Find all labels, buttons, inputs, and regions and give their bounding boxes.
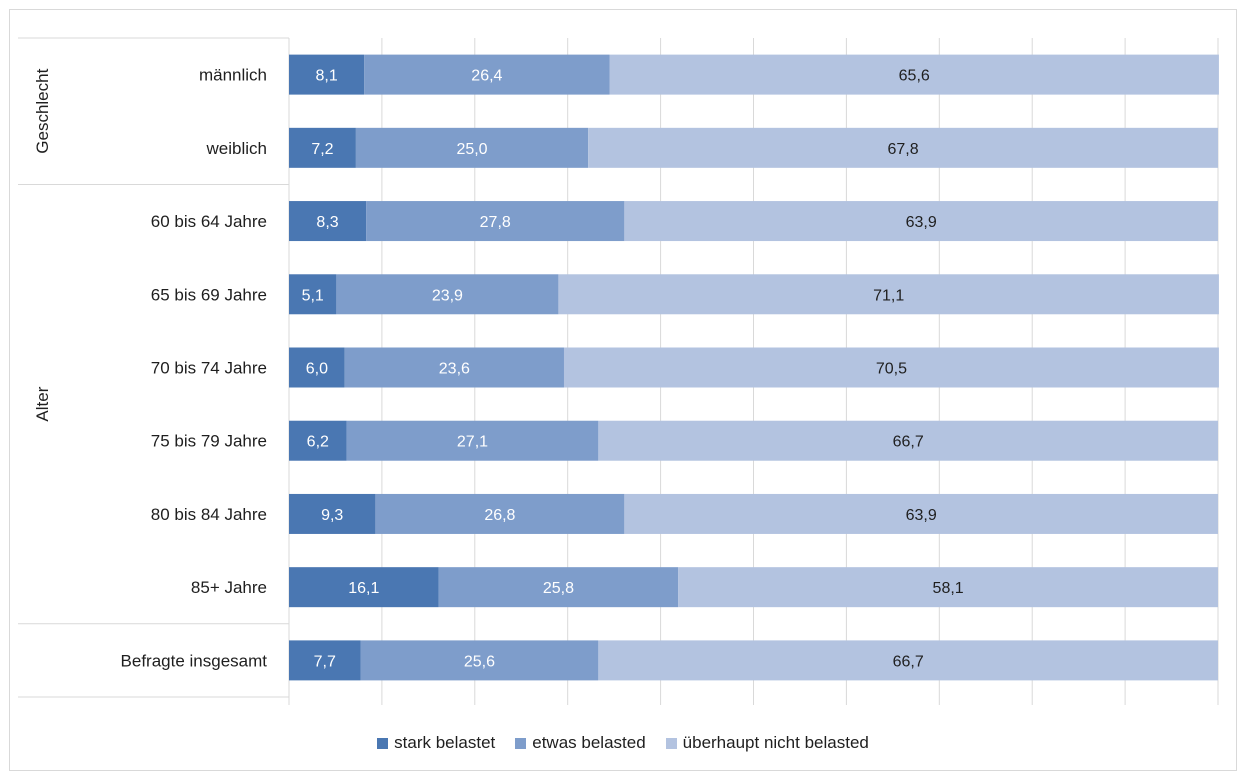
category-label: männlich bbox=[199, 66, 267, 85]
category-label: weiblich bbox=[206, 139, 267, 158]
data-label: 16,1 bbox=[348, 580, 379, 597]
data-label: 66,7 bbox=[893, 653, 924, 670]
category-label: 75 bis 79 Jahre bbox=[151, 432, 267, 451]
bar-segment bbox=[289, 567, 439, 608]
data-label: 6,0 bbox=[306, 361, 328, 378]
data-label: 63,9 bbox=[906, 214, 937, 231]
category-label: 60 bis 64 Jahre bbox=[151, 212, 267, 231]
bar-segment bbox=[563, 347, 1219, 388]
data-label: 63,9 bbox=[906, 507, 937, 524]
data-label: 5,1 bbox=[302, 287, 324, 304]
data-label: 8,1 bbox=[315, 68, 337, 85]
data-label: 23,6 bbox=[439, 361, 470, 378]
data-label: 26,8 bbox=[484, 507, 515, 524]
bar-segment bbox=[289, 201, 367, 242]
bar-segment bbox=[289, 493, 376, 534]
bar-segment bbox=[289, 274, 337, 315]
category-label: 85+ Jahre bbox=[191, 578, 267, 597]
data-label: 8,3 bbox=[316, 214, 338, 231]
bar-segment bbox=[289, 420, 347, 461]
data-label: 26,4 bbox=[471, 68, 502, 85]
data-label: 70,5 bbox=[876, 361, 907, 378]
data-label: 25,0 bbox=[456, 141, 487, 158]
group-label: Geschlecht bbox=[33, 68, 52, 153]
bar-segment bbox=[678, 567, 1218, 608]
legend-item-etwas: etwas belasted bbox=[515, 733, 646, 753]
data-label: 9,3 bbox=[321, 507, 343, 524]
data-label: 58,1 bbox=[933, 580, 964, 597]
legend-label-nicht: überhaupt nicht belasted bbox=[682, 733, 869, 752]
legend-item-stark: stark belastet bbox=[377, 733, 495, 753]
legend-item-nicht: überhaupt nicht belasted bbox=[665, 733, 869, 753]
bar-segment bbox=[438, 567, 679, 608]
data-label: 67,8 bbox=[887, 141, 918, 158]
category-label: 65 bis 69 Jahre bbox=[151, 285, 267, 304]
data-label: 25,8 bbox=[543, 580, 574, 597]
data-label: 27,1 bbox=[457, 434, 488, 451]
bar-segment bbox=[336, 274, 559, 315]
bar-segment bbox=[375, 493, 625, 534]
data-label: 7,2 bbox=[311, 141, 333, 158]
bar-segment bbox=[346, 420, 599, 461]
data-label: 27,8 bbox=[480, 214, 511, 231]
category-label: Befragte insgesamt bbox=[121, 651, 268, 670]
bar-segment bbox=[289, 127, 356, 168]
category-label: 80 bis 84 Jahre bbox=[151, 505, 267, 524]
legend-swatch-nicht bbox=[665, 737, 677, 749]
data-label: 25,6 bbox=[464, 653, 495, 670]
bar-segment bbox=[360, 640, 599, 681]
bar-segment bbox=[624, 493, 1218, 534]
bar-segment bbox=[598, 420, 1218, 461]
chart-legend: stark belastet etwas belasted überhaupt … bbox=[0, 733, 1246, 753]
bar-segment bbox=[366, 201, 625, 242]
data-label: 66,7 bbox=[893, 434, 924, 451]
bar-segment bbox=[588, 127, 1218, 168]
legend-label-stark: stark belastet bbox=[394, 733, 496, 752]
data-label: 71,1 bbox=[873, 287, 904, 304]
bar-segment bbox=[624, 201, 1218, 242]
bar-segment bbox=[609, 54, 1219, 95]
bar-segment bbox=[598, 640, 1218, 681]
legend-label-etwas: etwas belasted bbox=[532, 733, 646, 752]
data-label: 6,2 bbox=[307, 434, 329, 451]
data-label: 7,7 bbox=[314, 653, 336, 670]
bar-segment bbox=[289, 54, 365, 95]
bar-segment bbox=[289, 347, 345, 388]
legend-swatch-stark bbox=[377, 737, 389, 749]
group-label: Alter bbox=[33, 386, 52, 421]
bar-segment bbox=[355, 127, 589, 168]
legend-swatch-etwas bbox=[515, 737, 527, 749]
bar-segment bbox=[344, 347, 564, 388]
data-label: 65,6 bbox=[899, 68, 930, 85]
bar-segment bbox=[558, 274, 1219, 315]
bar-segment bbox=[364, 54, 610, 95]
category-label: 70 bis 74 Jahre bbox=[151, 359, 267, 378]
data-label: 23,9 bbox=[432, 287, 463, 304]
bar-segment bbox=[289, 640, 361, 681]
